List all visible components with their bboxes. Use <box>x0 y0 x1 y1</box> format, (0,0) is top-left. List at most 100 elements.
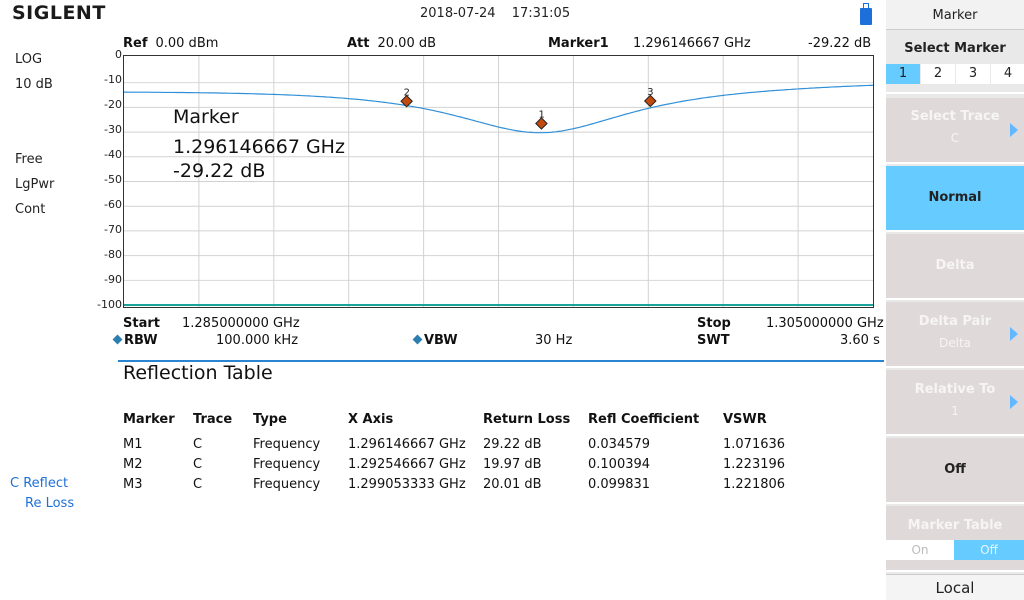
table-cell: 1.071636 <box>723 437 786 452</box>
marker-header-value: -29.22 dB <box>808 36 872 51</box>
trace-c-label: C <box>10 476 20 491</box>
rbw-label: RBW <box>112 333 158 348</box>
marker-1-label: 1 <box>538 110 544 121</box>
table-header: X Axis <box>348 412 394 427</box>
table-cell: M3 <box>123 477 143 492</box>
time: 17:31:05 <box>511 6 571 21</box>
scale-type: LOG <box>15 52 43 67</box>
date: 2018-07-24 <box>420 6 496 21</box>
marker-table-label: Marker Table <box>907 518 1003 533</box>
table-cell: 1.221806 <box>723 477 786 492</box>
off-label: Off <box>944 462 966 477</box>
table-cell: Frequency <box>253 437 321 452</box>
select-trace-arrow-icon <box>1010 123 1018 137</box>
marker-2-diamond[interactable] <box>400 94 413 108</box>
table-cell: Frequency <box>253 457 321 472</box>
select-trace-key[interactable]: Select Trace C <box>886 98 1024 164</box>
marker-readout-title: Marker <box>173 106 239 128</box>
y-tick-label: -100 <box>97 298 122 311</box>
re-loss-label[interactable]: Re Loss <box>25 496 75 511</box>
relative-to-key[interactable]: Relative To 1 <box>886 370 1024 436</box>
table-cell: 19.97 dB <box>483 457 542 472</box>
panel-title: Marker <box>886 0 1024 30</box>
start-freq-label: Start <box>123 316 160 331</box>
y-tick-label: 0 <box>115 48 122 61</box>
trace-c-reflect[interactable]: C Reflect <box>10 476 68 491</box>
relative-to-arrow-icon <box>1010 395 1018 409</box>
table-header: Trace <box>193 412 233 427</box>
table-cell: 1.296146667 GHz <box>348 437 466 452</box>
marker-4-option[interactable]: 4 <box>991 64 1024 84</box>
marker-table-on[interactable]: On <box>886 540 954 560</box>
table-cell: M1 <box>123 437 143 452</box>
marker-1-option[interactable]: 1 <box>886 64 920 84</box>
select-trace-label: Select Trace <box>910 109 1000 124</box>
table-cell: C <box>193 437 203 452</box>
detector: LgPwr <box>15 177 55 192</box>
marker-table-off[interactable]: Off <box>954 540 1024 560</box>
reflection-table-title: Reflection Table <box>123 362 273 384</box>
marker-readout-value: -29.22 dB <box>173 160 266 182</box>
marker-3-label: 3 <box>647 87 653 98</box>
table-header: Refl Coefficient <box>588 412 700 427</box>
rbw-value: 100.000 kHz <box>216 333 299 348</box>
marker-table-key[interactable]: Marker Table <box>886 506 1024 572</box>
table-header: VSWR <box>723 412 767 427</box>
marker-2-option[interactable]: 2 <box>921 64 955 84</box>
separator <box>118 360 884 362</box>
softkey-panel: Marker Select Marker 1 2 3 4 Select Trac… <box>886 0 1024 600</box>
table-cell: 29.22 dB <box>483 437 542 452</box>
swt-value: 3.60 s <box>840 333 880 348</box>
table-cell: M2 <box>123 457 143 472</box>
delta-pair-key[interactable]: Delta Pair Delta <box>886 302 1024 368</box>
start-freq-value: 1.285000000 GHz <box>182 316 300 331</box>
y-tick-label: -90 <box>104 273 122 286</box>
ref-level: Ref 0.00 dBm <box>123 36 219 51</box>
table-cell: Frequency <box>253 477 321 492</box>
relative-to-label: Relative To <box>914 382 996 397</box>
scale-div: 10 dB <box>15 77 53 92</box>
attenuation: Att 20.00 dB <box>347 36 437 51</box>
normal-key[interactable]: Normal <box>886 166 1024 232</box>
spectrum-graph[interactable]: 2 1 3 <box>123 55 874 308</box>
reflect-label: Reflect <box>23 476 69 491</box>
select-marker-key[interactable]: Select Marker <box>886 30 1024 94</box>
marker-1-diamond[interactable] <box>535 117 548 130</box>
table-cell: 20.01 dB <box>483 477 542 492</box>
delta-label: Delta <box>935 258 975 273</box>
select-marker-label: Select Marker <box>904 41 1006 56</box>
sweep-mode: Cont <box>15 202 46 217</box>
marker-readout-freq: 1.296146667 GHz <box>173 136 345 158</box>
y-tick-label: -50 <box>104 173 122 186</box>
marker-header: Marker1 <box>548 36 609 51</box>
y-tick-label: -60 <box>104 198 122 211</box>
y-tick-label: -80 <box>104 248 122 261</box>
rbw-diamond-icon <box>112 334 123 345</box>
marker-2-label: 2 <box>404 87 410 98</box>
vbw-value: 30 Hz <box>535 333 573 348</box>
trigger-mode: Free <box>15 152 43 167</box>
table-cell: C <box>193 457 203 472</box>
datetime: 2018-07-24 17:31:05 <box>420 6 582 21</box>
delta-key[interactable]: Delta <box>886 234 1024 300</box>
y-tick-label: -30 <box>104 123 122 136</box>
table-cell: 0.034579 <box>588 437 651 452</box>
y-tick-label: -70 <box>104 223 122 236</box>
normal-label: Normal <box>928 190 982 205</box>
vbw-label: VBW <box>412 333 458 348</box>
table-cell: 1.299053333 GHz <box>348 477 466 492</box>
marker-header-freq: 1.296146667 GHz <box>633 36 751 51</box>
select-trace-value: C <box>950 131 960 145</box>
table-cell: 1.292546667 GHz <box>348 457 466 472</box>
siglent-logo: SIGLENT <box>12 2 106 24</box>
marker-3-diamond[interactable] <box>643 94 657 108</box>
stop-freq-value: 1.305000000 GHz <box>766 316 884 331</box>
y-tick-label: -40 <box>104 148 122 161</box>
y-tick-label: -20 <box>104 98 122 111</box>
off-key[interactable]: Off <box>886 438 1024 504</box>
marker-3-option[interactable]: 3 <box>956 64 990 84</box>
swt-label: SWT <box>697 333 730 348</box>
y-tick-label: -10 <box>104 73 122 86</box>
delta-pair-label: Delta Pair <box>918 314 992 329</box>
local-button[interactable]: Local <box>886 574 1024 600</box>
